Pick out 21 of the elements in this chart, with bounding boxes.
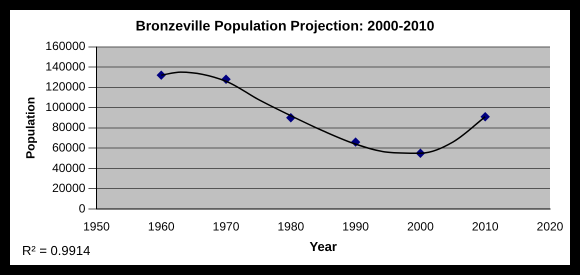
y-tick-label: 100000 bbox=[45, 100, 86, 114]
y-tick-label: 80000 bbox=[52, 120, 86, 134]
x-tick-label: 1970 bbox=[212, 220, 240, 234]
y-axis-title: Population bbox=[24, 96, 38, 159]
y-tick-label: 120000 bbox=[45, 80, 86, 94]
y-tick-label: 160000 bbox=[45, 39, 86, 54]
y-tick-label: 140000 bbox=[45, 59, 86, 74]
x-tick-label: 1990 bbox=[342, 220, 370, 234]
x-tick-label: 2010 bbox=[472, 220, 499, 234]
text: R² = 0.9914 bbox=[22, 243, 90, 258]
y-tick-label: 40000 bbox=[52, 160, 86, 175]
chart-title: Bronzeville Population Projection: 2000-2010 bbox=[136, 17, 435, 34]
y-tick-label: 60000 bbox=[52, 140, 86, 154]
y-tick-label: 0 bbox=[78, 201, 86, 216]
x-tick-label: 1960 bbox=[148, 220, 175, 234]
x-tick-label: 2000 bbox=[407, 220, 434, 234]
y-tick-label: 20000 bbox=[52, 181, 86, 196]
x-tick-label: 1950 bbox=[83, 220, 110, 234]
x-axis-title: Year bbox=[309, 238, 337, 254]
x-tick-label: 1980 bbox=[277, 220, 304, 234]
x-tick-label: 2020 bbox=[536, 220, 564, 234]
